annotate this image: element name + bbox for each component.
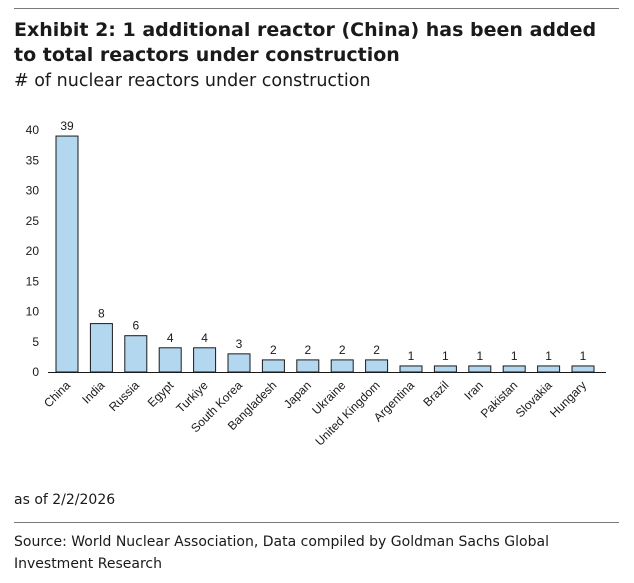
x-tick-label: Slovakia <box>513 378 555 420</box>
x-tick-label: Russia <box>106 378 142 414</box>
bar <box>261 359 285 373</box>
y-tick-label: 5 <box>32 335 39 349</box>
y-tick-label: 25 <box>26 214 40 228</box>
data-label: 4 <box>167 331 174 345</box>
data-label: 1 <box>476 349 483 363</box>
data-label: 3 <box>236 337 243 351</box>
data-label: 1 <box>408 349 415 363</box>
data-label: 1 <box>580 349 587 363</box>
bar <box>537 365 561 373</box>
bar <box>227 353 251 373</box>
bar <box>89 323 113 373</box>
x-tick-label: Brazil <box>420 378 451 409</box>
data-label: 2 <box>373 343 380 357</box>
x-tick-label: Hungary <box>547 378 589 420</box>
y-tick-label: 30 <box>26 184 40 198</box>
y-tick-label: 40 <box>26 123 40 137</box>
bar <box>399 365 423 373</box>
bottom-rule <box>14 522 619 523</box>
data-label: 2 <box>270 343 277 357</box>
x-tick-label: China <box>41 378 73 410</box>
x-tick-label: India <box>79 378 108 407</box>
chart-subtitle: # of nuclear reactors under construction <box>14 71 371 91</box>
data-label: 2 <box>339 343 346 357</box>
data-label: 1 <box>511 349 518 363</box>
y-tick-label: 10 <box>26 305 40 319</box>
data-label: 1 <box>442 349 449 363</box>
bar <box>365 359 389 373</box>
bar <box>55 135 79 373</box>
x-tick-label: Iran <box>461 378 486 403</box>
source-note: Source: World Nuclear Association, Data … <box>14 534 549 572</box>
data-label: 8 <box>98 307 105 321</box>
y-tick-label: 35 <box>26 153 40 167</box>
y-tick-label: 0 <box>32 365 39 379</box>
data-label: 1 <box>545 349 552 363</box>
top-rule <box>14 8 619 9</box>
as-of-date: as of 2/2/2026 <box>14 492 116 508</box>
x-tick-label: Egypt <box>145 378 177 410</box>
bar <box>124 335 148 373</box>
bar <box>158 347 182 373</box>
bar <box>571 365 595 373</box>
bar <box>502 365 526 373</box>
bar-chart: 0 5 10 15 20 25 30 35 40 39 China 8 India 6 Russia 4 Egy… <box>26 119 606 449</box>
x-tick-label: Pakistan <box>478 378 520 420</box>
bar <box>330 359 354 373</box>
data-label: 39 <box>60 119 74 133</box>
y-tick-label: 20 <box>26 244 40 258</box>
bar <box>433 365 457 373</box>
data-label: 2 <box>304 343 311 357</box>
y-tick-label: 15 <box>26 274 40 288</box>
chart-title: Exhibit 2: 1 additional reactor (China) … <box>14 19 597 66</box>
bar <box>468 365 492 373</box>
bar <box>296 359 320 373</box>
data-label: 4 <box>201 331 208 345</box>
data-label: 6 <box>132 319 139 333</box>
bar <box>193 347 217 373</box>
